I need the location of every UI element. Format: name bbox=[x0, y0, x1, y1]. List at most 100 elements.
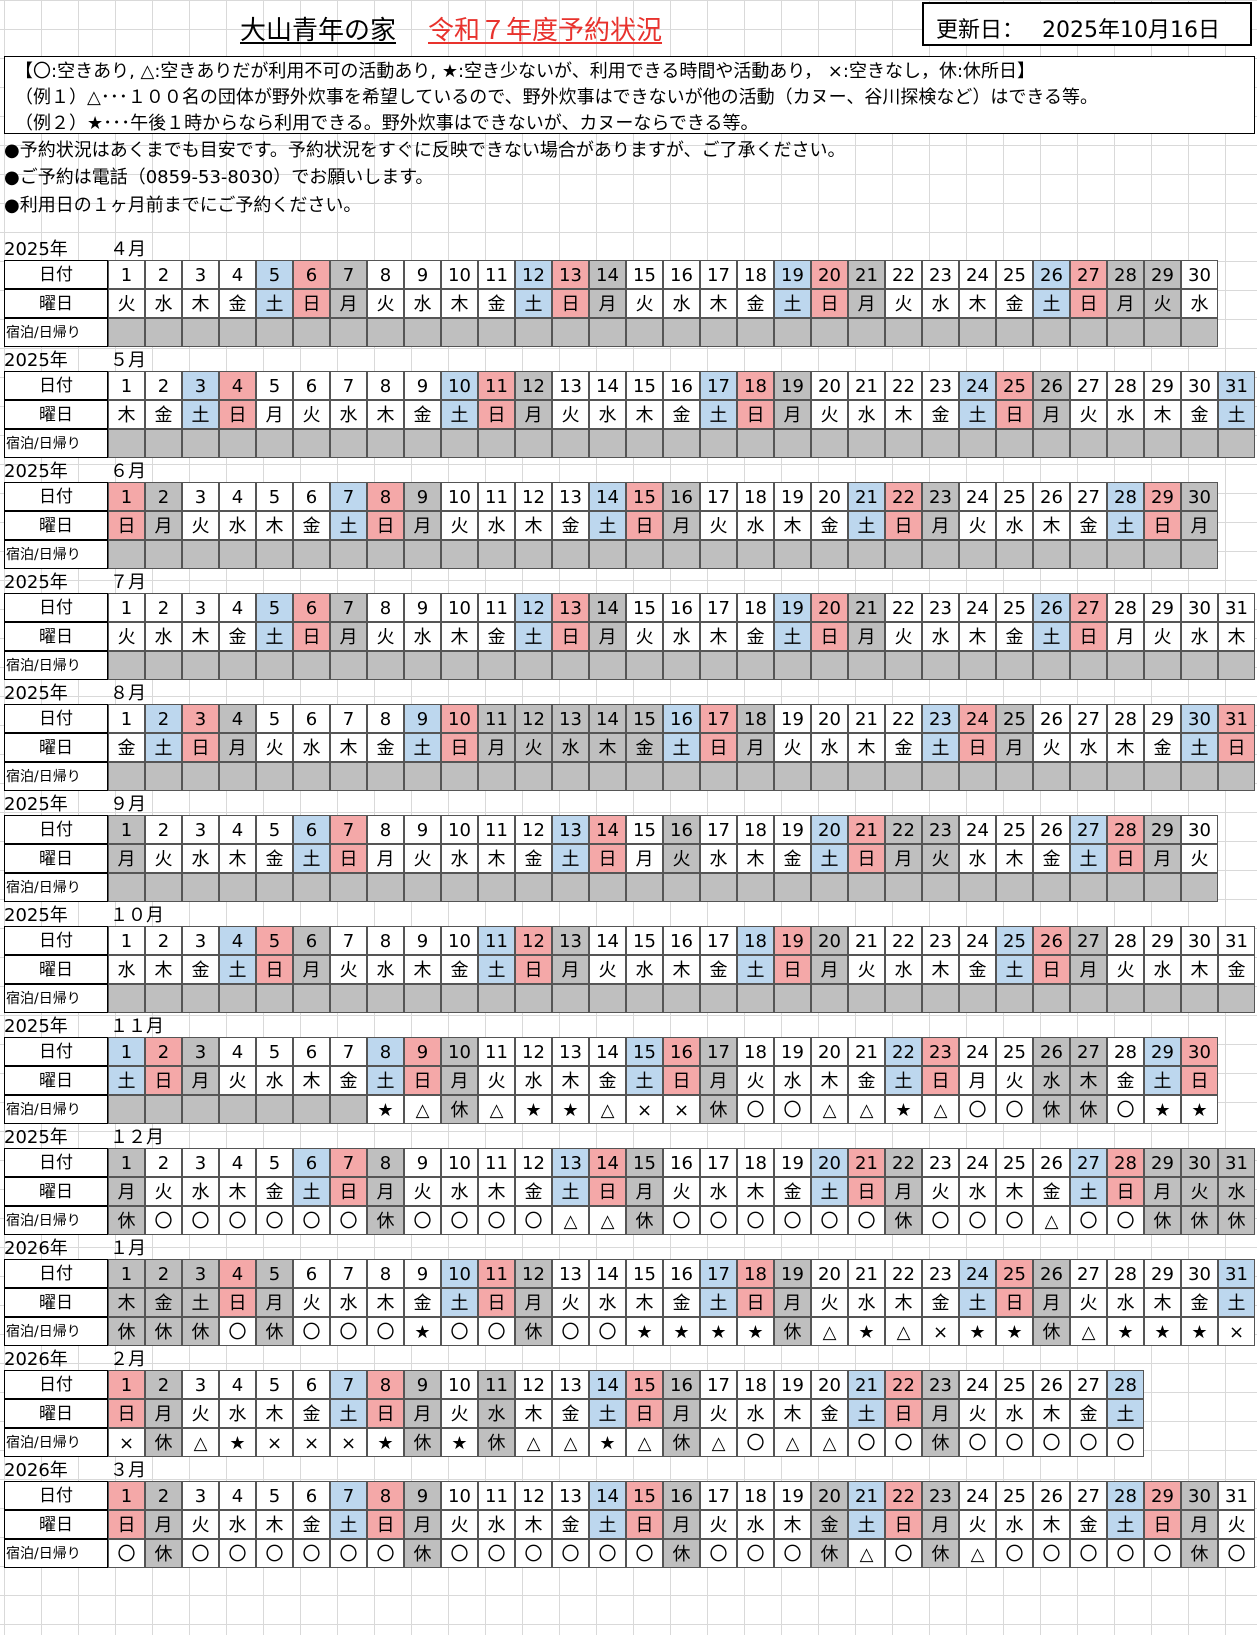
date-cell: 29 bbox=[1144, 482, 1181, 511]
weekday-cell: 水 bbox=[478, 1510, 515, 1539]
weekday-cell: 木 bbox=[478, 1177, 515, 1206]
weekday-cell: 月 bbox=[885, 1177, 922, 1206]
status-cell: 〇 bbox=[1144, 1539, 1181, 1568]
status-cell bbox=[1107, 762, 1144, 791]
date-cell: 3 bbox=[182, 815, 219, 844]
weekday-cell: 日 bbox=[256, 955, 293, 984]
weekday-cell: 日 bbox=[774, 955, 811, 984]
weekday-cell: 金 bbox=[108, 733, 145, 762]
date-cell: 17 bbox=[700, 815, 737, 844]
date-cell: 19 bbox=[774, 1481, 811, 1510]
status-cell: ★ bbox=[1144, 1317, 1181, 1346]
status-cell: △ bbox=[515, 1428, 552, 1457]
weekday-cell: 土 bbox=[626, 1066, 663, 1095]
weekday-row-label: 曜日 bbox=[4, 1510, 108, 1539]
status-cell bbox=[293, 429, 330, 458]
date-cell: 8 bbox=[367, 1370, 404, 1399]
date-cell: 30 bbox=[1181, 926, 1218, 955]
date-cell: 25 bbox=[996, 1481, 1033, 1510]
date-cell: 16 bbox=[663, 371, 700, 400]
status-cell bbox=[626, 540, 663, 569]
date-cell: 11 bbox=[478, 704, 515, 733]
year-label: 2026年 bbox=[4, 1238, 68, 1259]
date-cell: 28 bbox=[1107, 1259, 1144, 1288]
weekday-cell: 金 bbox=[145, 1288, 182, 1317]
date-cell: 3 bbox=[182, 593, 219, 622]
date-cell: 7 bbox=[330, 260, 367, 289]
weekday-cell: 日 bbox=[1033, 955, 1070, 984]
status-cell: ★ bbox=[589, 1428, 626, 1457]
status-cell bbox=[700, 429, 737, 458]
status-cell: ★ bbox=[367, 1428, 404, 1457]
weekday-cell: 火 bbox=[811, 1288, 848, 1317]
date-cell: 13 bbox=[552, 815, 589, 844]
date-cell: 19 bbox=[774, 926, 811, 955]
date-cell: 11 bbox=[478, 1370, 515, 1399]
status-cell bbox=[1144, 873, 1181, 902]
weekday-cell: 土 bbox=[1107, 511, 1144, 540]
weekday-cell: 土 bbox=[737, 955, 774, 984]
status-row-label: 宿泊/日帰り bbox=[4, 1539, 108, 1568]
year-label: 2025年 bbox=[4, 905, 68, 926]
status-cell bbox=[515, 873, 552, 902]
date-cell: 7 bbox=[330, 1481, 367, 1510]
weekday-cell: 土 bbox=[1070, 1177, 1107, 1206]
date-cell: 28 bbox=[1107, 1037, 1144, 1066]
weekday-cell: 月 bbox=[404, 1399, 441, 1428]
year-label: 2025年 bbox=[4, 572, 68, 593]
weekday-cell: 月 bbox=[626, 844, 663, 873]
status-cell bbox=[404, 873, 441, 902]
weekday-cell: 金 bbox=[811, 1510, 848, 1539]
weekday-cell: 火 bbox=[848, 955, 885, 984]
weekday-cell: 土 bbox=[404, 733, 441, 762]
status-cell bbox=[441, 429, 478, 458]
weekday-cell: 日 bbox=[293, 622, 330, 651]
status-cell bbox=[848, 762, 885, 791]
weekday-cell: 日 bbox=[700, 733, 737, 762]
status-cell bbox=[441, 651, 478, 680]
weekday-cell: 月 bbox=[108, 1177, 145, 1206]
date-cell: 21 bbox=[848, 1148, 885, 1177]
date-cell: 27 bbox=[1070, 260, 1107, 289]
weekday-cell: 月 bbox=[959, 1066, 996, 1095]
status-cell: 休 bbox=[922, 1539, 959, 1568]
date-cell: 10 bbox=[441, 704, 478, 733]
status-cell: 〇 bbox=[848, 1206, 885, 1235]
weekday-cell: 火 bbox=[626, 622, 663, 651]
weekday-cell: 月 bbox=[552, 955, 589, 984]
date-cell: 29 bbox=[1144, 926, 1181, 955]
date-cell: 5 bbox=[256, 1148, 293, 1177]
date-cell: 28 bbox=[1107, 482, 1144, 511]
date-cell: 15 bbox=[626, 1481, 663, 1510]
date-row-label: 日付 bbox=[4, 1148, 108, 1177]
status-cell bbox=[663, 762, 700, 791]
status-cell bbox=[811, 540, 848, 569]
weekday-cell: 土 bbox=[552, 844, 589, 873]
weekday-cell: 火 bbox=[293, 400, 330, 429]
date-cell: 22 bbox=[885, 1259, 922, 1288]
date-cell: 14 bbox=[589, 1259, 626, 1288]
weekday-cell: 水 bbox=[996, 1510, 1033, 1539]
status-cell: △ bbox=[922, 1095, 959, 1124]
date-cell: 6 bbox=[293, 482, 330, 511]
status-cell bbox=[885, 318, 922, 347]
date-cell: 6 bbox=[293, 1370, 330, 1399]
status-cell bbox=[219, 1095, 256, 1124]
date-cell: 20 bbox=[811, 1037, 848, 1066]
date-cell: 16 bbox=[663, 260, 700, 289]
date-cell: 25 bbox=[996, 926, 1033, 955]
date-cell: 24 bbox=[959, 482, 996, 511]
status-cell bbox=[626, 318, 663, 347]
date-cell: 10 bbox=[441, 593, 478, 622]
weekday-cell: 木 bbox=[737, 1177, 774, 1206]
weekday-cell: 水 bbox=[700, 844, 737, 873]
date-cell: 17 bbox=[700, 482, 737, 511]
date-cell: 20 bbox=[811, 704, 848, 733]
weekday-cell: 日 bbox=[515, 955, 552, 984]
weekday-cell: 火 bbox=[108, 289, 145, 318]
weekday-cell: 月 bbox=[922, 1399, 959, 1428]
status-cell: △ bbox=[1070, 1317, 1107, 1346]
status-cell bbox=[774, 873, 811, 902]
status-cell bbox=[219, 318, 256, 347]
date-cell: 22 bbox=[885, 1037, 922, 1066]
